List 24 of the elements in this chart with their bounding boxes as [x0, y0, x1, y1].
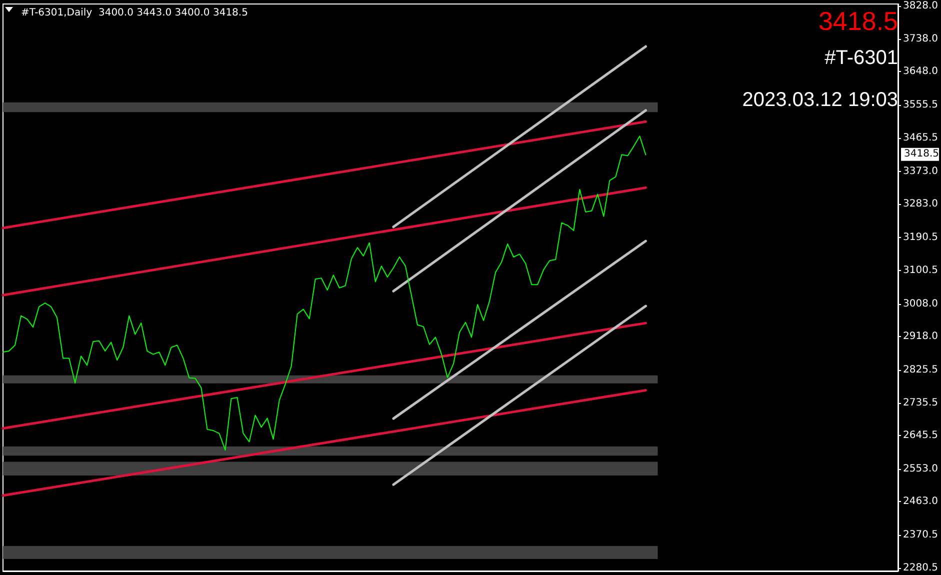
- y-tick-label: 3648.0: [903, 66, 938, 78]
- y-tick-label: 2825.5: [903, 364, 938, 376]
- text: 3418.5: [818, 6, 898, 36]
- y-tick-label: 2735.5: [903, 397, 938, 408]
- y-tick-label: 3100.5: [903, 264, 938, 276]
- y-tick-label: 2463.0: [903, 496, 938, 508]
- y-tick-label: 3008.0: [903, 298, 938, 310]
- y-tick-label: 2918.0: [903, 331, 938, 342]
- y-tick-label: 2553.0: [903, 464, 938, 474]
- y-tick-label: 2370.5: [903, 530, 938, 541]
- y-tick-label: 3828.0: [903, 0, 938, 12]
- text: 2023.03.12 19:03: [742, 89, 898, 111]
- y-tick-label: 3465.5: [903, 132, 938, 144]
- y-tick-label: 3373.0: [903, 166, 938, 177]
- chart-title: #T-6301,Daily 3400.0 3443.0 3400.0 3418.5: [21, 8, 248, 18]
- text: 3418.5: [904, 148, 939, 160]
- y-tick-label: 3190.5: [903, 232, 938, 244]
- y-tick-label: 2645.5: [903, 430, 938, 441]
- y-tick-label: 3555.5: [903, 100, 938, 111]
- y-tick-label: 3283.0: [903, 198, 938, 210]
- y-tick-label: 3738.0: [903, 33, 938, 44]
- y-tick-label: 2280.5: [903, 562, 938, 574]
- text: #T-6301: [824, 47, 898, 69]
- line-series: [2, 136, 646, 451]
